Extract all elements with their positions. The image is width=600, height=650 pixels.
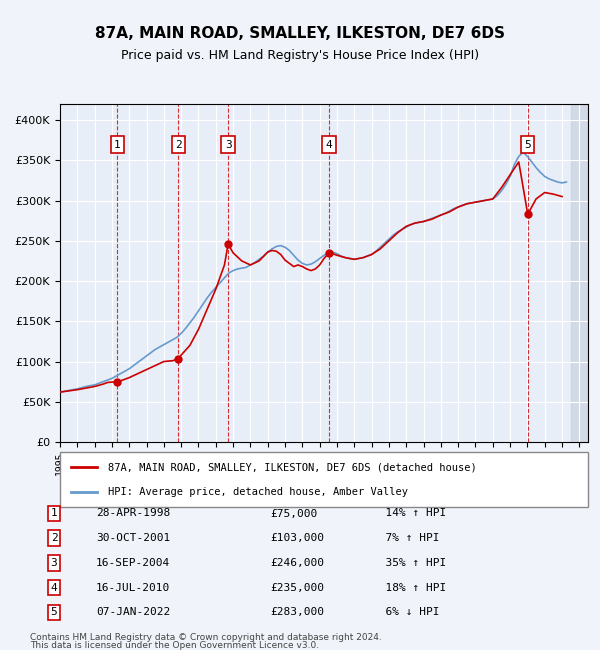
Text: 1: 1	[50, 508, 58, 519]
Text: 18% ↑ HPI: 18% ↑ HPI	[372, 582, 446, 593]
Text: 87A, MAIN ROAD, SMALLEY, ILKESTON, DE7 6DS: 87A, MAIN ROAD, SMALLEY, ILKESTON, DE7 6…	[95, 26, 505, 41]
Text: This data is licensed under the Open Government Licence v3.0.: This data is licensed under the Open Gov…	[30, 641, 319, 650]
Text: £75,000: £75,000	[270, 508, 317, 519]
Text: 2: 2	[175, 140, 182, 150]
Text: 4: 4	[326, 140, 332, 150]
Text: 3: 3	[50, 558, 58, 568]
Text: 16-SEP-2004: 16-SEP-2004	[96, 558, 170, 568]
Text: 30-OCT-2001: 30-OCT-2001	[96, 533, 170, 543]
Text: 28-APR-1998: 28-APR-1998	[96, 508, 170, 519]
Text: Price paid vs. HM Land Registry's House Price Index (HPI): Price paid vs. HM Land Registry's House …	[121, 49, 479, 62]
Text: 3: 3	[225, 140, 232, 150]
Text: 5: 5	[50, 607, 58, 618]
Text: 2: 2	[50, 533, 58, 543]
Text: 35% ↑ HPI: 35% ↑ HPI	[372, 558, 446, 568]
Text: 6% ↓ HPI: 6% ↓ HPI	[372, 607, 439, 618]
Text: Contains HM Land Registry data © Crown copyright and database right 2024.: Contains HM Land Registry data © Crown c…	[30, 633, 382, 642]
Text: £246,000: £246,000	[270, 558, 324, 568]
Text: 14% ↑ HPI: 14% ↑ HPI	[372, 508, 446, 519]
Text: 1: 1	[114, 140, 121, 150]
Text: 4: 4	[50, 582, 58, 593]
Text: 07-JAN-2022: 07-JAN-2022	[96, 607, 170, 618]
FancyBboxPatch shape	[60, 452, 588, 507]
Text: £103,000: £103,000	[270, 533, 324, 543]
Text: 87A, MAIN ROAD, SMALLEY, ILKESTON, DE7 6DS (detached house): 87A, MAIN ROAD, SMALLEY, ILKESTON, DE7 6…	[107, 462, 476, 472]
Text: £283,000: £283,000	[270, 607, 324, 618]
Text: HPI: Average price, detached house, Amber Valley: HPI: Average price, detached house, Ambe…	[107, 487, 407, 497]
Bar	[571, 104, 588, 442]
Text: 5: 5	[524, 140, 531, 150]
Text: £235,000: £235,000	[270, 582, 324, 593]
Text: 16-JUL-2010: 16-JUL-2010	[96, 582, 170, 593]
Text: 7% ↑ HPI: 7% ↑ HPI	[372, 533, 439, 543]
